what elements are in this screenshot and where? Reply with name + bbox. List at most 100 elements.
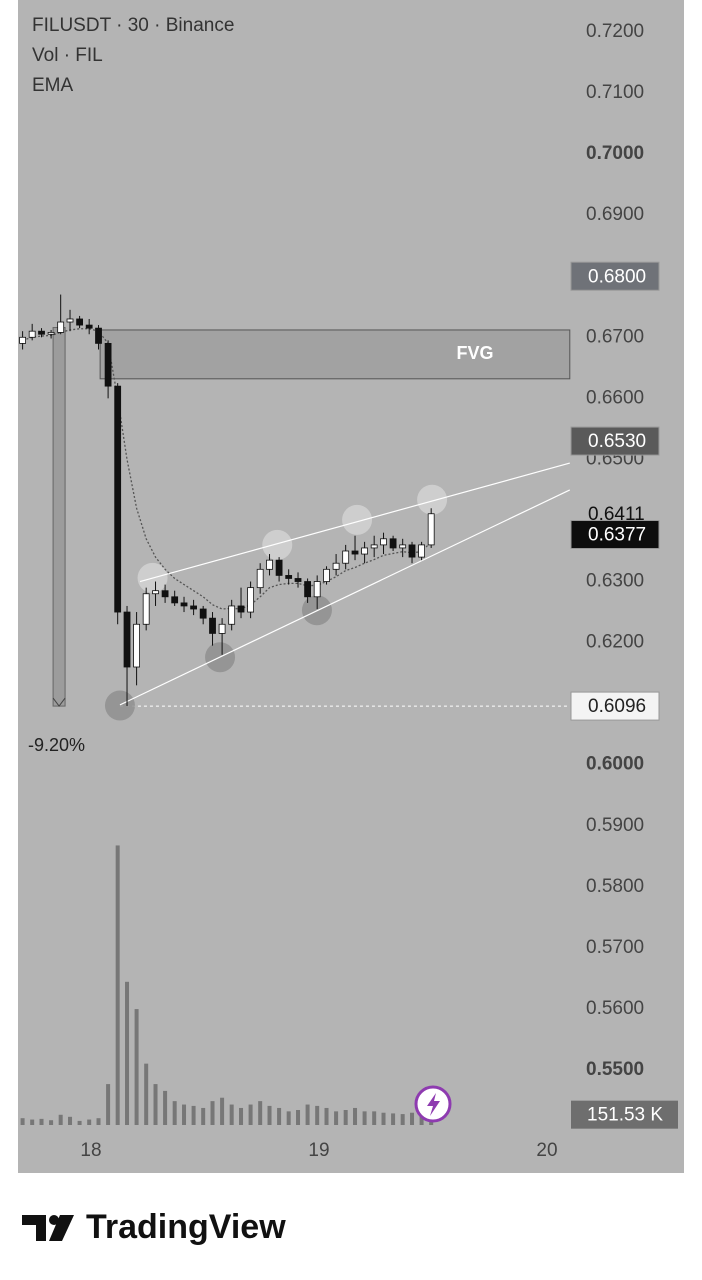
volume-bar [305, 1104, 310, 1125]
candle-body [142, 593, 150, 625]
candle-body [313, 581, 321, 598]
y-tick-label: 0.5600 [586, 998, 644, 1019]
highlight-circle [104, 690, 135, 721]
volume-bar [191, 1105, 196, 1125]
volume-bar [58, 1114, 63, 1125]
y-tick-label: 0.6200 [586, 632, 644, 653]
x-tick-label: 18 [80, 1140, 101, 1161]
candle-body [180, 602, 188, 607]
candle-body [294, 578, 302, 582]
chart-title: FILUSDT · 30 · Binance [32, 15, 234, 36]
candle-body [237, 605, 245, 613]
brand-name: TradingView [86, 1208, 286, 1246]
volume-bar [153, 1084, 158, 1125]
volume-bar [324, 1107, 329, 1125]
volume-label: 151.53 K [587, 1105, 663, 1126]
volume-bar [163, 1090, 168, 1125]
trend-line [139, 462, 570, 583]
candle-body [123, 611, 131, 668]
candle-body [275, 559, 283, 576]
candle-body [104, 342, 112, 387]
volume-bar [77, 1120, 82, 1125]
y-tick-label: 0.5500 [586, 1059, 644, 1080]
price-label-box [570, 520, 660, 550]
volume-bar [220, 1097, 225, 1125]
price-label: 0.6530 [588, 431, 646, 452]
candle-body [57, 321, 65, 333]
candle-body [19, 336, 27, 344]
y-tick-label: 0.6900 [586, 204, 644, 225]
volume-bar [125, 981, 130, 1125]
highlight-circle [417, 484, 448, 515]
candle-body [76, 318, 83, 326]
volume-bar [144, 1063, 149, 1125]
candle-body [171, 596, 179, 604]
trend-line [119, 489, 571, 706]
brand-logo [22, 1215, 74, 1241]
volume-bar [20, 1118, 25, 1125]
volume-bar [343, 1110, 348, 1125]
candle-body [66, 318, 74, 323]
candle-body [351, 550, 359, 555]
candle-body [47, 332, 55, 335]
candle-body [95, 327, 102, 344]
legend-line: EMA [32, 75, 74, 96]
highlight-circle [342, 504, 373, 535]
candle-body [218, 623, 226, 634]
candle-body [285, 575, 293, 579]
volume-bar [267, 1105, 272, 1125]
volume-bar [277, 1107, 282, 1125]
y-tick-label: 0.6300 [586, 571, 644, 592]
volume-bar [134, 1009, 139, 1125]
candle-body [133, 623, 141, 668]
x-tick-label: 19 [308, 1140, 329, 1161]
volume-bar [39, 1118, 44, 1125]
candle-body [380, 538, 387, 546]
x-tick-label: 20 [536, 1140, 557, 1161]
volume-bar [239, 1107, 244, 1125]
candle-body [209, 617, 216, 634]
candle-body [342, 550, 350, 564]
candle-body [28, 330, 36, 338]
fvg-zone [99, 329, 571, 380]
price-label: 0.6096 [588, 696, 646, 717]
price-label: 0.6411 [588, 504, 645, 525]
candle-body [247, 587, 255, 613]
volume-bar [372, 1111, 377, 1125]
measure-bar [52, 327, 66, 707]
volume-bar [362, 1111, 367, 1125]
y-tick-label: 0.7000 [586, 143, 644, 164]
y-tick-label: 0.7100 [586, 82, 644, 103]
y-tick-label: 0.6000 [586, 754, 644, 775]
volume-bar [400, 1114, 405, 1125]
volume-bar [353, 1107, 358, 1125]
candle-body [38, 330, 45, 335]
volume-bar [106, 1084, 111, 1125]
fvg-label: FVG [456, 343, 493, 363]
candle-body [228, 605, 236, 625]
y-tick-label: 0.6700 [586, 326, 644, 347]
candle-body [418, 544, 426, 558]
ema-line [22, 328, 432, 610]
price-label-box [570, 426, 660, 456]
candle-body [114, 385, 122, 613]
price-label: 0.6800 [588, 266, 646, 287]
volume-label-box [571, 1100, 678, 1129]
candle-body [304, 581, 312, 598]
candle-body [85, 324, 93, 329]
volume-bar [410, 1112, 415, 1125]
price-label-box [570, 691, 660, 721]
volume-bar [49, 1120, 54, 1125]
y-tick-label: 0.5700 [586, 937, 644, 958]
volume-bar [381, 1112, 386, 1125]
volume-bar [315, 1105, 320, 1125]
candle-body [370, 544, 378, 549]
volume-bar [172, 1101, 177, 1125]
candle-body [256, 568, 264, 589]
measure-arrow [52, 697, 66, 707]
price-label: 0.6377 [588, 525, 646, 546]
candle-body [152, 590, 159, 595]
measure-label: -9.20% [28, 735, 85, 755]
bolt-button[interactable] [414, 1085, 452, 1123]
